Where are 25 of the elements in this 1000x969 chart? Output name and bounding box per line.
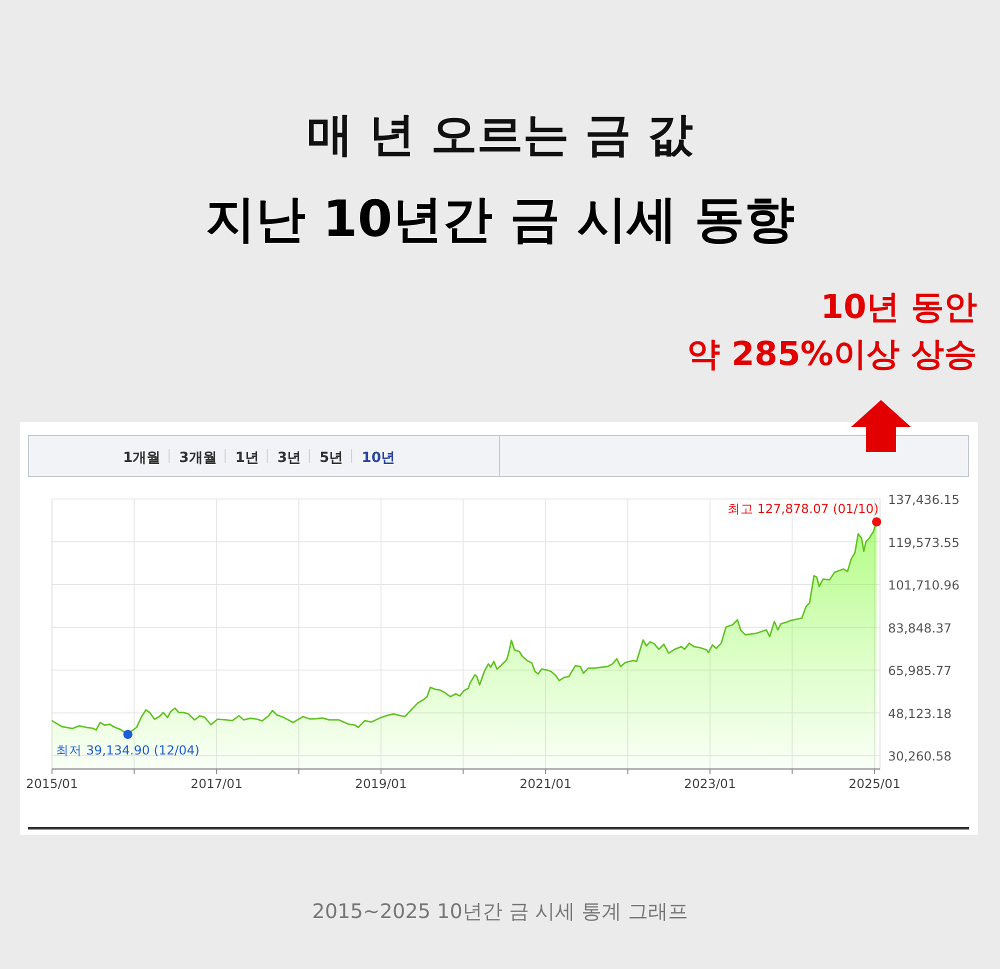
y-tick-label: 83,848.37 (888, 620, 952, 635)
x-tick-label: 2021/01 (520, 776, 572, 791)
x-tick-label: 2019/01 (355, 776, 407, 791)
annotation: 최고 127,878.07 (01/10) (727, 500, 879, 516)
text: 10년 동안 약 285%이상 상승 (687, 287, 977, 373)
y-tick-label: 65,985.77 (888, 662, 952, 678)
text: 3년 (277, 450, 302, 466)
chart-title: 매 년 오르는 금 값 (306, 107, 694, 161)
x-tick-label: 2023/01 (684, 776, 736, 791)
x-tick-label: 2017/01 (190, 776, 243, 791)
y-tick-label: 48,123.18 (888, 705, 952, 720)
x-tick-label: 2015/01 (26, 776, 78, 791)
annotation: 최저 39,134.90 (12/04) (56, 742, 200, 758)
chart-subtitle: 지난 10년간 금 시세 동향 (205, 190, 795, 248)
y-tick-label: 119,573.55 (888, 534, 960, 550)
text: 3개월 (179, 450, 217, 466)
text: 1개월 (123, 450, 161, 466)
y-tick-label: 30,260.58 (888, 748, 952, 764)
text: 2015~2025 10년간 금 시세 통계 그래프 (312, 899, 688, 923)
x-tick-label: 2025/01 (848, 776, 901, 791)
text: 10년 (362, 450, 396, 466)
text: 5년 (319, 450, 344, 466)
y-tick-label: 137,436.15 (888, 492, 960, 506)
text: 1년 (235, 450, 259, 466)
y-tick-label: 101,710.96 (888, 577, 960, 592)
